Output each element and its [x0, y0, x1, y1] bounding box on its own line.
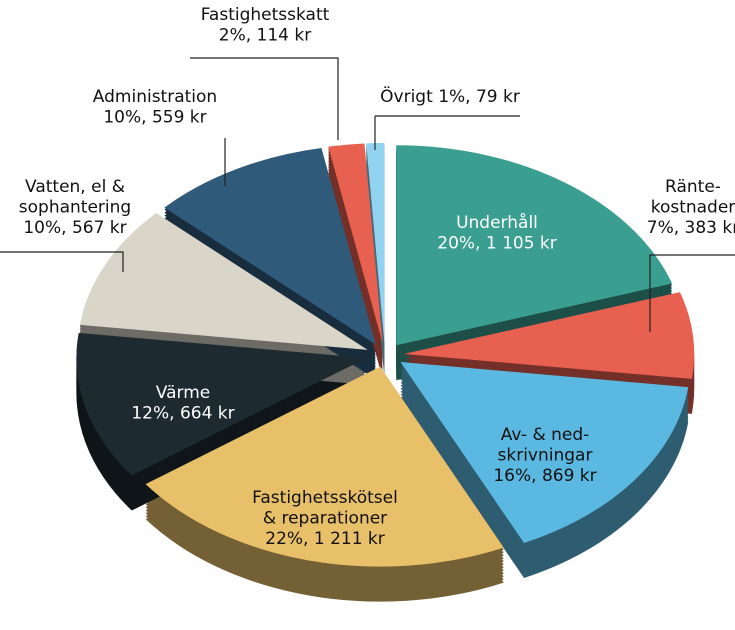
- slice-side: [328, 148, 383, 349]
- value-label: 20%, 1 105 kr: [437, 233, 557, 253]
- slice: [404, 292, 695, 379]
- slice: [400, 362, 689, 544]
- value-label: 10%, 559 kr: [103, 107, 206, 127]
- slice-side: [328, 163, 383, 364]
- category-label: Fastighetsskatt: [201, 5, 330, 25]
- value-label: 2%, 114 kr: [219, 25, 311, 45]
- slice: [396, 145, 673, 346]
- value-label: 1%, 79 kr: [438, 87, 520, 107]
- category-label: Fastighetsskötsel & reparationer: [252, 488, 398, 528]
- leader-line: [0, 251, 124, 272]
- category-label: Underhåll: [456, 212, 538, 233]
- category-label: Ränte-kostnader: [651, 177, 735, 217]
- slice: [328, 143, 383, 344]
- slice-side: [328, 154, 383, 355]
- slice: [366, 143, 385, 344]
- slice-side: [328, 151, 383, 352]
- value-label: 22%, 1 211 kr: [265, 529, 385, 549]
- value-label: 12%, 664 kr: [131, 403, 234, 423]
- slice-label: Övrigt 1%, 79 kr: [380, 85, 520, 107]
- slice-side: [328, 160, 383, 361]
- leader-line: [649, 254, 735, 332]
- slice-side: [328, 157, 383, 358]
- slice: [79, 212, 368, 350]
- value-label: 7%, 383 kr: [647, 218, 735, 238]
- category-label: Vatten, el & sophantering: [19, 177, 131, 217]
- category-label: Av- & ned-skrivningar: [498, 425, 593, 465]
- slice: [145, 366, 504, 567]
- value-label: 10%, 567 kr: [23, 218, 126, 238]
- category-label: Värme: [156, 383, 210, 403]
- slice-side: [328, 169, 383, 370]
- slice-side: [328, 166, 383, 367]
- slice: [164, 148, 376, 345]
- value-label: 16%, 869 kr: [493, 466, 596, 486]
- leader-line: [190, 57, 339, 140]
- slice: [76, 332, 367, 476]
- category-label: Administration: [93, 87, 217, 107]
- category-label: Övrigt: [380, 85, 433, 107]
